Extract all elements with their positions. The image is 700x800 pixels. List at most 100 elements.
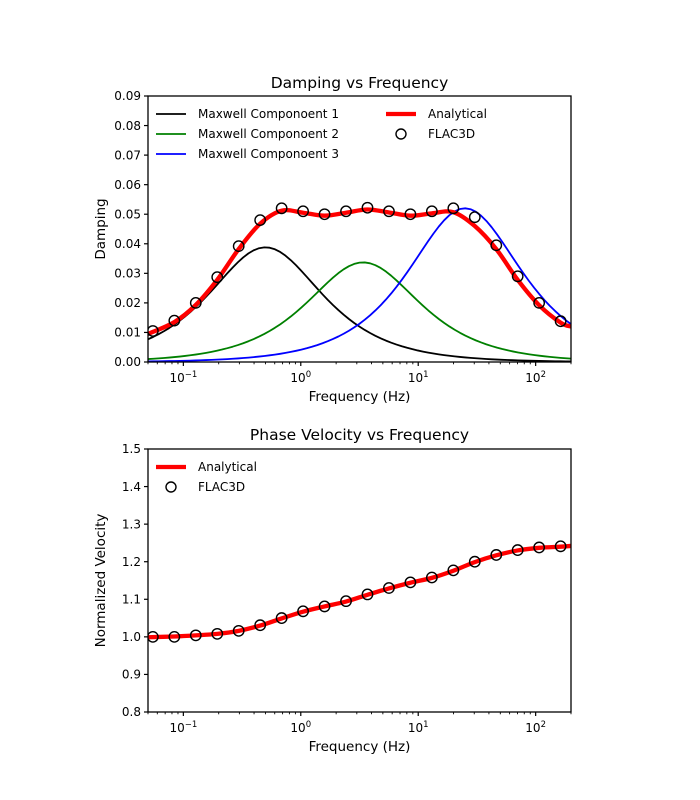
flac3d-marker <box>468 555 481 568</box>
y-tick-label: 0.8 <box>122 705 141 719</box>
flac3d-marker <box>533 541 546 554</box>
legend-label: Maxwell Componoent 2 <box>198 127 339 141</box>
y-tick-label: 0.04 <box>114 237 141 251</box>
x-tick-label: 101 <box>408 370 429 385</box>
legend-entry-analytical: Analytical <box>156 460 257 474</box>
chart-title: Phase Velocity vs Frequency <box>250 426 469 444</box>
flac3d-marker <box>297 605 309 618</box>
flac3d-marker <box>168 314 181 327</box>
x-tick-label: 10−1 <box>169 370 197 385</box>
legend-entry-flac3d: FLAC3D <box>395 127 475 141</box>
y-tick-label: 1.2 <box>122 555 141 569</box>
legend-label: Maxwell Componoent 3 <box>198 147 339 161</box>
flac3d-marker <box>490 549 503 561</box>
series-analytical <box>148 543 571 640</box>
flac3d-marker <box>425 571 438 584</box>
legend-entry-maxwell-componoent-1: Maxwell Componoent 1 <box>156 107 339 121</box>
x-axis-label: Frequency (Hz) <box>309 389 411 405</box>
y-tick-label: 0.07 <box>114 148 141 162</box>
flac3d-marker <box>340 205 352 218</box>
flac3d-marker <box>383 582 395 594</box>
flac3d-marker <box>404 576 417 589</box>
chart-title: Damping vs Frequency <box>271 74 449 92</box>
y-tick-label: 0.05 <box>114 207 141 221</box>
x-tick-label: 100 <box>290 370 311 385</box>
y-axis-label: Damping <box>93 198 109 259</box>
flac3d-marker <box>533 296 546 309</box>
velocity-chart: 0.8 0.9 1.0 1.1 1.2 1.3 1.4 1.5 10−1 100 101 102 Pha… <box>93 426 572 755</box>
flac3d-marker <box>490 239 503 252</box>
flac3d-marker <box>554 540 567 553</box>
y-tick-label: 0.09 <box>114 89 141 103</box>
legend-label: Analytical <box>198 460 257 474</box>
series-flac3d-markers <box>148 201 567 337</box>
flac3d-marker <box>554 315 567 328</box>
series-maxwell-componoent-1 <box>148 246 571 362</box>
flac3d-marker <box>297 205 309 218</box>
velocity-series-layer <box>148 540 571 643</box>
flac3d-marker <box>189 296 202 309</box>
plot-area-border <box>147 448 572 713</box>
x-tick-label: 101 <box>408 720 429 735</box>
legend-entry-flac3d: FLAC3D <box>165 480 245 494</box>
x-tick-label: 10−1 <box>169 720 197 735</box>
y-tick-label: 0.08 <box>114 119 141 133</box>
x-tick-label: 100 <box>290 720 311 735</box>
series-analytical <box>148 207 571 337</box>
flac3d-marker <box>148 630 159 643</box>
y-tick-label: 0.01 <box>114 326 141 340</box>
flac3d-marker <box>468 211 481 224</box>
flac3d-marker <box>275 202 288 215</box>
velocity-legend: Analytical FLAC3D <box>156 460 257 494</box>
flac3d-marker <box>511 544 524 556</box>
flac3d-marker <box>318 600 331 613</box>
flac3d-marker <box>189 629 202 642</box>
flac3d-marker <box>232 240 245 253</box>
y-axis-label: Normalized Velocity <box>93 514 109 648</box>
series-maxwell-componoent-2 <box>148 261 571 360</box>
y-tick-label: 1.0 <box>122 630 141 644</box>
y-tick-label: 1.3 <box>122 517 141 531</box>
flac3d-marker <box>447 202 460 215</box>
flac3d-marker <box>148 325 159 337</box>
legend-entry-maxwell-componoent-2: Maxwell Componoent 2 <box>156 127 339 141</box>
flac3d-marker <box>211 627 224 640</box>
flac3d-marker <box>254 619 267 632</box>
flac3d-marker <box>447 564 460 577</box>
flac3d-marker <box>425 205 438 218</box>
damping-ticks: 0.00 0.01 0.02 0.03 0.04 0.05 0.06 0.07 0.08 0.09… <box>114 89 572 385</box>
legend-label: FLAC3D <box>428 127 475 141</box>
legend-marker-sample <box>395 128 407 140</box>
x-axis-label: Frequency (Hz) <box>309 739 411 755</box>
y-tick-label: 1.4 <box>122 480 141 494</box>
flac3d-marker <box>254 214 267 227</box>
flac3d-marker <box>361 588 374 601</box>
flac3d-marker <box>168 630 181 643</box>
y-tick-label: 0.02 <box>114 296 141 310</box>
flac3d-marker <box>340 595 352 608</box>
series-flac3d-markers <box>148 540 567 643</box>
flac3d-marker <box>404 208 417 221</box>
y-tick-label: 0.06 <box>114 178 141 192</box>
damping-legend: Maxwell Componoent 1 Maxwell Componoent 2… <box>156 107 487 161</box>
legend-label: Analytical <box>428 107 487 121</box>
series-maxwell-componoent-3 <box>148 207 571 362</box>
velocity-ticks: 0.8 0.9 1.0 1.1 1.2 1.3 1.4 1.5 10−1 100 101 102 <box>122 442 572 735</box>
x-tick-label: 102 <box>525 370 546 385</box>
y-tick-label: 0.03 <box>114 267 141 281</box>
damping-series-layer <box>148 201 571 362</box>
legend-entry-maxwell-componoent-3: Maxwell Componoent 3 <box>156 147 339 161</box>
plot-area-border <box>147 95 572 363</box>
y-tick-label: 0.9 <box>122 668 141 682</box>
y-tick-label: 1.1 <box>122 592 141 606</box>
legend-marker-sample <box>165 481 177 493</box>
flac3d-marker <box>383 205 395 218</box>
legend-label: Maxwell Componoent 1 <box>198 107 339 121</box>
damping-chart: 0.00 0.01 0.02 0.03 0.04 0.05 0.06 0.07 0.08 0.09… <box>93 74 572 405</box>
flac3d-marker <box>211 271 224 284</box>
y-tick-label: 1.5 <box>122 442 141 456</box>
flac3d-marker <box>232 624 245 637</box>
